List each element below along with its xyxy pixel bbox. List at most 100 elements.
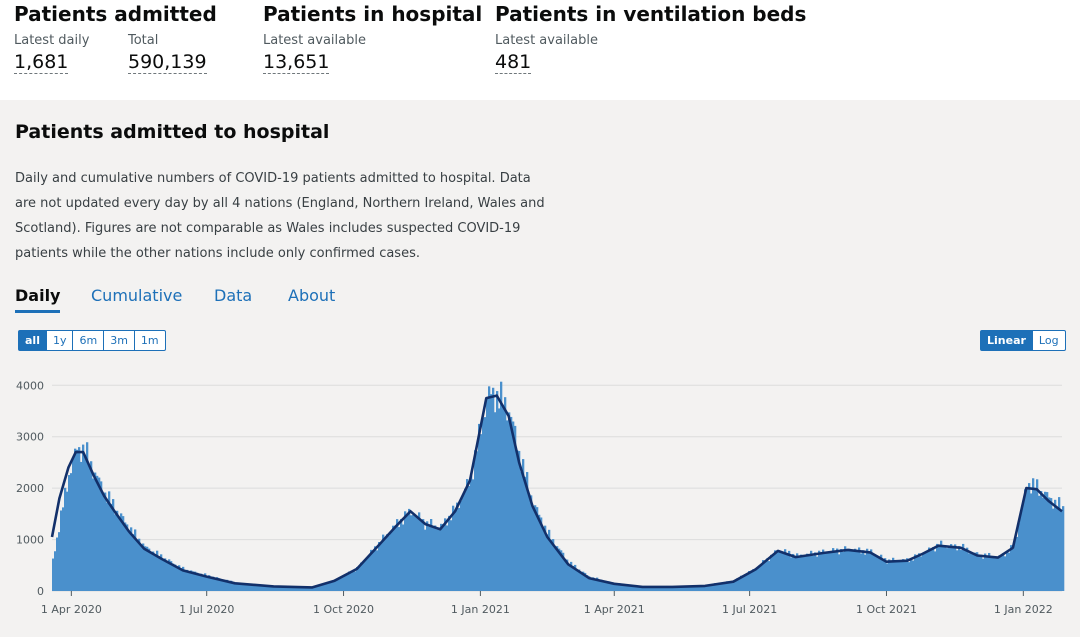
daily-bar xyxy=(200,573,203,591)
daily-bar xyxy=(692,585,695,591)
daily-bar xyxy=(212,576,215,591)
card-title: Patients admitted to hospital xyxy=(15,121,330,143)
daily-bar xyxy=(146,546,149,591)
daily-bar xyxy=(974,552,977,591)
daily-bar xyxy=(66,491,69,591)
daily-bar xyxy=(390,532,393,591)
daily-bar xyxy=(728,581,731,591)
daily-bar xyxy=(368,555,371,591)
daily-bar xyxy=(428,526,431,591)
daily-bar xyxy=(748,571,751,591)
range-all-button[interactable]: all xyxy=(18,330,47,351)
daily-bar xyxy=(510,416,513,591)
daily-bar xyxy=(542,529,545,591)
daily-bar xyxy=(148,548,151,591)
daily-bar xyxy=(910,558,913,591)
chart-daily-bars xyxy=(52,381,1065,591)
range-3m-button[interactable]: 3m xyxy=(103,330,135,351)
daily-bar xyxy=(432,526,435,591)
daily-bar xyxy=(244,583,247,591)
daily-bar xyxy=(1030,493,1033,591)
daily-bar xyxy=(418,512,421,591)
daily-bar xyxy=(184,571,187,591)
range-1y-button[interactable]: 1y xyxy=(45,330,74,351)
daily-bar xyxy=(486,397,489,591)
daily-bar xyxy=(850,551,853,591)
y-tick-label: 1000 xyxy=(16,534,44,547)
daily-bar xyxy=(414,515,417,591)
daily-bar xyxy=(306,587,309,591)
daily-bar xyxy=(836,548,839,591)
x-tick-label: 1 Apr 2021 xyxy=(584,603,645,616)
daily-bar xyxy=(476,451,479,591)
daily-bar xyxy=(1002,553,1005,591)
daily-bar xyxy=(880,554,883,591)
daily-bar xyxy=(928,547,931,591)
daily-bar xyxy=(106,502,109,591)
daily-bar xyxy=(814,552,817,591)
daily-bar xyxy=(886,563,889,591)
daily-bar xyxy=(308,587,311,591)
daily-bar xyxy=(816,556,819,591)
daily-bar xyxy=(502,406,505,591)
tab-daily[interactable]: Daily xyxy=(15,286,61,313)
daily-bar xyxy=(92,478,95,591)
daily-bar xyxy=(528,493,531,591)
scale-linear-button[interactable]: Linear xyxy=(980,330,1033,351)
daily-bar xyxy=(350,573,353,591)
daily-bar xyxy=(374,546,377,591)
daily-bar xyxy=(74,448,77,591)
range-1m-button[interactable]: 1m xyxy=(133,330,166,351)
daily-bar xyxy=(768,561,771,591)
daily-bar xyxy=(918,553,921,591)
daily-bar xyxy=(474,450,477,591)
daily-bar xyxy=(738,578,741,591)
daily-bar xyxy=(134,529,137,591)
tab-about[interactable]: About xyxy=(288,286,336,305)
daily-bar xyxy=(436,529,439,591)
daily-bar xyxy=(514,425,517,591)
tab-cumulative[interactable]: Cumulative xyxy=(91,286,183,305)
daily-bar xyxy=(192,571,195,591)
daily-bar xyxy=(176,567,179,591)
daily-bar xyxy=(968,553,971,591)
admitted-total-value[interactable]: 590,139 xyxy=(128,51,207,74)
daily-bar xyxy=(588,576,591,591)
daily-bar xyxy=(786,553,789,591)
in-hospital-value[interactable]: 13,651 xyxy=(263,51,330,74)
daily-bar xyxy=(752,569,755,591)
daily-bar xyxy=(286,586,289,591)
daily-bar xyxy=(1054,499,1057,591)
daily-bar xyxy=(524,476,527,591)
daily-bar xyxy=(584,572,587,591)
daily-bar xyxy=(1034,488,1037,591)
x-tick-label: 1 Oct 2020 xyxy=(313,603,374,616)
daily-bar xyxy=(792,553,795,591)
range-6m-button[interactable]: 6m xyxy=(72,330,105,351)
daily-bar xyxy=(864,554,867,591)
daily-bar xyxy=(1018,523,1021,591)
daily-bar xyxy=(410,515,413,591)
daily-bar xyxy=(544,525,547,591)
daily-bar xyxy=(488,386,491,591)
daily-bar xyxy=(310,587,313,591)
daily-bar xyxy=(448,515,451,591)
daily-bar xyxy=(636,585,639,591)
daily-bar xyxy=(904,559,907,591)
daily-bar xyxy=(536,507,539,591)
daily-bar xyxy=(746,574,749,591)
tab-data[interactable]: Data xyxy=(214,286,253,305)
daily-bar xyxy=(978,556,981,591)
admitted-latest-value[interactable]: 1,681 xyxy=(14,51,69,74)
daily-bar xyxy=(332,581,335,591)
ventilation-value[interactable]: 481 xyxy=(495,51,532,74)
daily-bar xyxy=(112,499,115,591)
daily-bar xyxy=(300,586,303,591)
scale-log-button[interactable]: Log xyxy=(1031,330,1066,351)
daily-bar xyxy=(208,575,211,591)
daily-bar xyxy=(828,552,831,591)
daily-bar xyxy=(450,520,453,591)
daily-bar xyxy=(168,559,171,591)
x-tick-label: 1 Jan 2021 xyxy=(451,603,510,616)
daily-bar xyxy=(68,475,71,591)
